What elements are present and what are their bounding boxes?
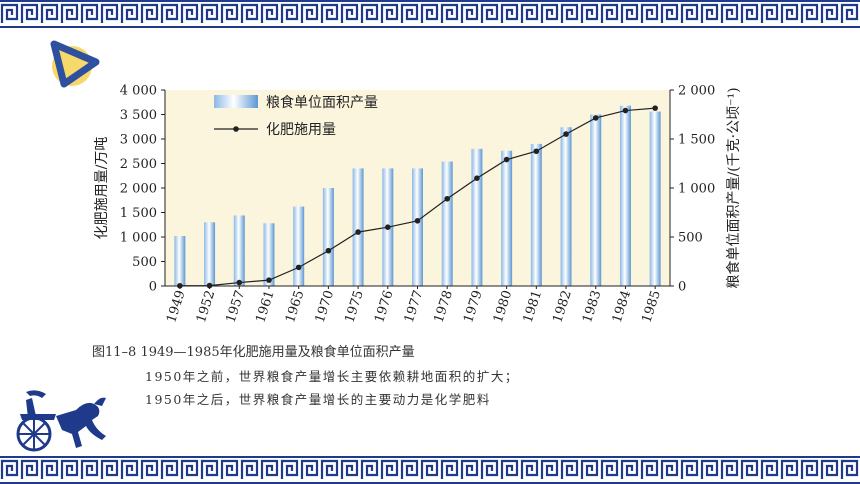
x-tick-label: 1982 <box>550 289 574 325</box>
left-ticks: 0 500 1 000 1 500 2 000 2 500 3 000 3 500 4 000 <box>120 84 165 295</box>
x-tick-label: 1957 <box>224 289 248 325</box>
bar-1984 <box>619 105 631 287</box>
x-tick-label: 1975 <box>342 289 366 325</box>
legend-line-label: 化肥施用量 <box>266 122 336 138</box>
x-tick-label: 1980 <box>491 289 515 325</box>
left-tick-label: 1 000 <box>120 231 157 246</box>
left-axis-label: 化肥施用量/万吨 <box>94 137 110 240</box>
left-tick-label: 3 000 <box>120 133 157 148</box>
bottom-border-pattern <box>0 456 860 484</box>
point-1983 <box>592 115 599 121</box>
left-tick-label: 500 <box>132 255 157 270</box>
bar-1985 <box>649 111 661 286</box>
right-ticks: 0 500 1 000 1 500 2 000 <box>670 84 715 295</box>
bar-1975 <box>352 168 364 286</box>
figure-caption-title: 图11–8 1949—1985年化肥施用量及粮食单位面积产量 <box>92 345 415 360</box>
left-tick-label: 2 500 <box>120 157 157 172</box>
x-ticks: 1949 1952 1957 1961 1965 1970 1975 1976 1977 1978… <box>164 286 664 325</box>
bar-1978 <box>441 161 453 286</box>
point-1975 <box>355 229 361 235</box>
right-tick-label: 2 000 <box>678 84 715 99</box>
x-tick-label: 1970 <box>313 289 337 325</box>
point-1981 <box>533 148 540 155</box>
left-tick-label: 4 000 <box>120 84 157 99</box>
x-tick-label: 1985 <box>639 289 663 325</box>
x-tick-label: 1965 <box>283 289 307 325</box>
point-1957 <box>236 279 243 286</box>
legend: 粮食单位面积产量 化肥施用量 <box>214 94 378 138</box>
x-tick-label: 1978 <box>432 289 456 325</box>
right-tick-label: 1 500 <box>678 133 715 148</box>
point-1984 <box>622 107 629 114</box>
right-tick-label: 500 <box>678 231 703 246</box>
line-series <box>177 105 658 289</box>
x-tick-label: 1952 <box>194 289 218 325</box>
bar-1965 <box>293 206 305 286</box>
point-1982 <box>563 131 569 137</box>
x-tick-label: 1983 <box>580 289 604 325</box>
bar-1949 <box>174 236 186 286</box>
bar-1977 <box>412 168 423 286</box>
left-tick-label: 0 <box>149 280 157 295</box>
bar-1981 <box>530 143 542 286</box>
top-border-pattern <box>0 0 860 28</box>
figure-caption-line-1: 1950年之前，世界粮食产量增长主要依赖耕地面积的扩大； <box>145 369 519 384</box>
bar-1979 <box>471 148 483 286</box>
right-axis-label: 粮食单位面积产量/(千克·公顷⁻¹) <box>725 87 742 288</box>
right-tick-label: 0 <box>678 280 686 295</box>
point-1976 <box>384 224 391 230</box>
point-1979 <box>474 175 480 181</box>
x-tick-label: 1949 <box>164 289 188 325</box>
bar-1957 <box>233 215 245 286</box>
x-tick-label: 1981 <box>521 289 545 325</box>
x-tick-label: 1961 <box>253 289 277 325</box>
bar-1983 <box>590 114 602 286</box>
bar-1980 <box>501 150 513 286</box>
left-tick-label: 1 500 <box>120 206 157 221</box>
right-tick-label: 1 000 <box>678 182 715 197</box>
point-1977 <box>414 218 421 224</box>
point-1965 <box>295 264 302 271</box>
point-1978 <box>444 195 451 202</box>
legend-bar-swatch <box>214 95 258 108</box>
left-tick-label: 2 000 <box>120 182 157 197</box>
x-tick-label: 1977 <box>402 289 426 325</box>
bar-1970 <box>322 188 334 286</box>
figure-caption-line-2: 1950年之后，世界粮食产量增长的主要动力是化学肥料 <box>145 392 491 407</box>
left-tick-label: 3 500 <box>120 108 157 123</box>
circle-triangle-logo-icon <box>50 40 100 88</box>
bar-1982 <box>560 127 572 287</box>
bar-1961 <box>263 223 275 286</box>
x-tick-label: 1984 <box>610 289 634 325</box>
point-1961 <box>266 277 272 283</box>
x-tick-label: 1976 <box>372 289 396 325</box>
horse-chariot-icon <box>16 390 106 452</box>
point-1980 <box>503 156 510 163</box>
legend-bar-label: 粮食单位面积产量 <box>266 94 378 111</box>
point-1985 <box>652 105 658 111</box>
x-tick-label: 1979 <box>461 289 485 325</box>
bar-1952 <box>204 222 216 286</box>
point-1970 <box>325 247 332 254</box>
legend-line-marker <box>233 126 239 132</box>
